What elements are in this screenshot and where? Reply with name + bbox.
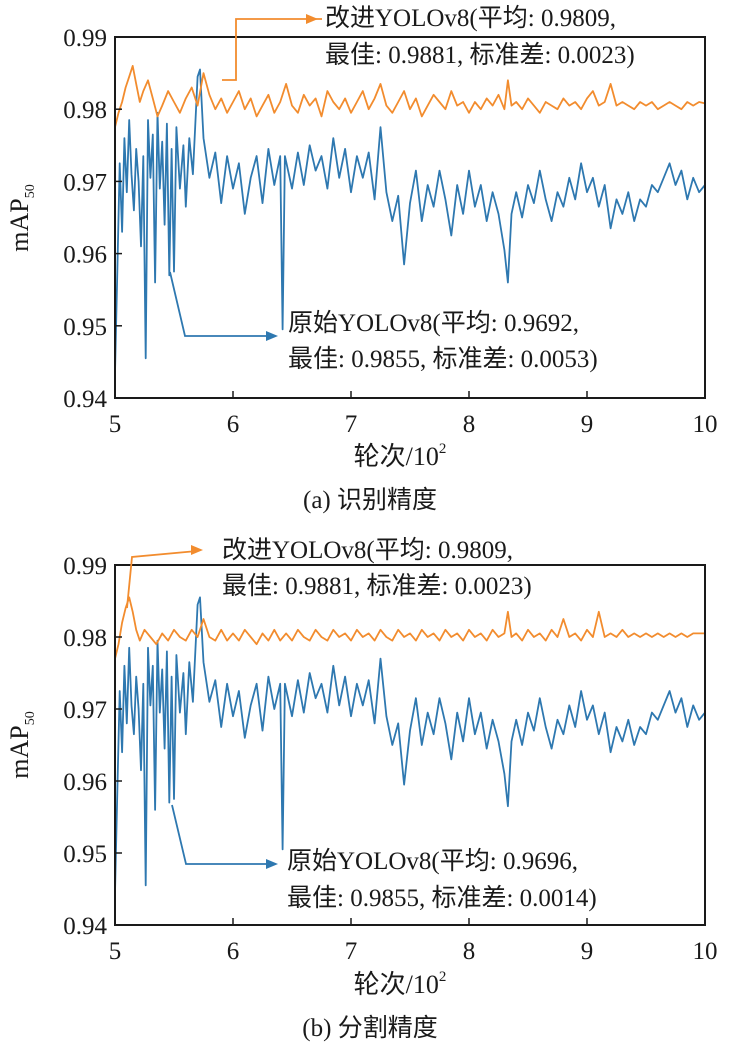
x-axis-label-sup: 2 xyxy=(439,969,447,985)
y-axis-label-sub: 50 xyxy=(23,711,38,725)
annotation-arrow-original xyxy=(171,804,272,865)
x-axis-label: 轮次/102 xyxy=(354,441,447,471)
y-tick-label: 0.99 xyxy=(63,553,107,580)
x-tick-label: 6 xyxy=(227,938,240,965)
y-tick-label: 0.98 xyxy=(63,97,107,124)
x-axis-label: 轮次/102 xyxy=(354,969,447,999)
y-tick-label: 0.95 xyxy=(63,314,107,341)
y-axis-label: mAP50 xyxy=(5,184,38,251)
y-tick-label: 0.98 xyxy=(63,625,107,652)
x-tick-label: 5 xyxy=(109,938,122,965)
annotation-text-improved: 最佳: 0.9881, 标准差: 0.0023) xyxy=(222,572,532,600)
x-tick-label: 7 xyxy=(345,411,358,438)
series-line-original xyxy=(114,68,706,373)
x-tick-label: 10 xyxy=(693,411,718,438)
annotation-arrowhead-improved xyxy=(191,545,203,555)
annotation-arrow-improved xyxy=(126,550,198,609)
series-line-improved xyxy=(114,596,705,659)
x-axis-label-main: 轮次/10 xyxy=(354,442,439,471)
y-tick-label: 0.99 xyxy=(63,25,107,52)
y-tick-label: 0.96 xyxy=(63,242,107,269)
annotation-text-original: 最佳: 0.9855, 标准差: 0.0053) xyxy=(288,345,598,373)
annotation-text-improved: 改进YOLOv8(平均: 0.9809, xyxy=(222,536,513,564)
x-tick-label: 9 xyxy=(581,411,594,438)
y-tick-label: 0.94 xyxy=(63,386,107,413)
annotation-arrow-improved xyxy=(222,18,322,81)
x-tick-label: 7 xyxy=(345,938,358,965)
x-tick-label: 6 xyxy=(227,411,240,438)
y-tick-label: 0.97 xyxy=(63,697,107,724)
panel-caption: (b) 分割精度 xyxy=(302,1014,437,1042)
x-tick-label: 8 xyxy=(463,938,476,965)
annotation-text-original: 最佳: 0.9855, 标准差: 0.0014) xyxy=(287,884,597,912)
y-tick-label: 0.96 xyxy=(63,769,107,796)
x-tick-label: 10 xyxy=(693,938,718,965)
x-axis-label-sup: 2 xyxy=(439,441,447,457)
y-tick-label: 0.97 xyxy=(63,169,107,196)
y-axis-label-sub: 50 xyxy=(23,184,38,198)
y-tick-label: 0.94 xyxy=(63,913,107,940)
y-axis-label: mAP50 xyxy=(5,711,38,778)
plot-frame xyxy=(114,36,706,399)
x-tick-label: 8 xyxy=(463,411,476,438)
panel-a: 0.94 0.95 0.96 0.97 0.98 0.99 5 6 7 8 9 10 mAP50 轮次/1… xyxy=(5,4,718,514)
annotation-text-improved: 改进YOLOv8(平均: 0.9809, xyxy=(325,4,616,32)
annotation-text-original: 原始YOLOv8(平均: 0.9696, xyxy=(287,847,578,875)
panel-caption: (a) 识别精度 xyxy=(303,486,437,514)
x-axis-label-main: 轮次/10 xyxy=(354,970,439,999)
annotation-arrowhead-improved xyxy=(306,14,318,24)
plot-frame xyxy=(114,564,706,926)
x-tick-label: 5 xyxy=(109,411,122,438)
y-axis-label-main: mAP xyxy=(5,725,34,778)
panel-b: 0.94 0.95 0.96 0.97 0.98 0.99 5 6 7 8 9 10 mAP50 轮次/1… xyxy=(5,536,718,1042)
y-tick-label: 0.95 xyxy=(63,841,107,868)
annotation-text-improved: 最佳: 0.9881, 标准差: 0.0023) xyxy=(325,41,635,69)
y-axis-label-main: mAP xyxy=(5,198,34,251)
annotation-text-original: 原始YOLOv8(平均: 0.9692, xyxy=(288,309,579,337)
x-tick-label: 9 xyxy=(581,938,594,965)
series-line-original xyxy=(114,596,706,893)
annotation-arrow-original xyxy=(169,271,272,337)
series-line-improved xyxy=(114,65,706,128)
annotation-arrowhead-original xyxy=(266,331,278,341)
annotation-arrowhead-original xyxy=(266,859,278,869)
